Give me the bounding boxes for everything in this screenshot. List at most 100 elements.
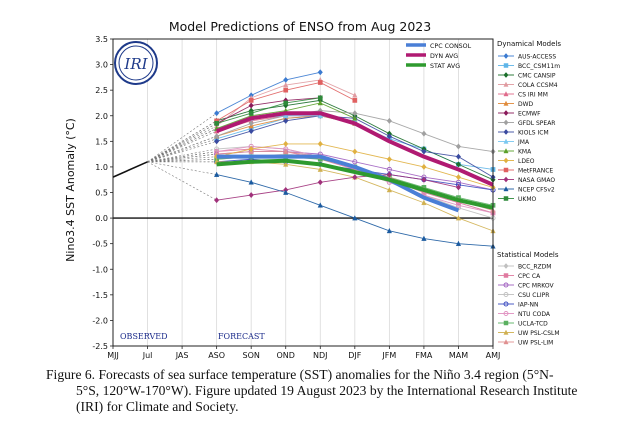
stat-legend-marker: [503, 301, 509, 307]
forecast-connector: [147, 138, 217, 163]
dyn-model-point: [352, 174, 358, 181]
dyn-legend-label: DWD: [518, 101, 534, 108]
dyn-legend-marker: [503, 157, 509, 164]
stat-legend-label: CPC CA: [518, 273, 541, 280]
logo-text: IRI: [123, 55, 148, 73]
stat-legend-marker: [503, 320, 509, 326]
dyn-legend-label: NCEP CFSv2: [518, 187, 555, 194]
stat-model-point: [386, 186, 392, 193]
y-tick-label: 1.5: [95, 137, 108, 146]
avg-legend-label: STAT AVG: [430, 63, 460, 70]
stat-model-point: [455, 202, 462, 208]
stat-model-point: [283, 161, 289, 167]
forecast-connector: [147, 120, 217, 163]
dyn-model-point: [317, 80, 323, 85]
dyn-model-point: [214, 138, 220, 145]
dyn-model-point: [455, 240, 462, 246]
dyn-legend-label: LDEO: [518, 158, 535, 165]
stat-model-point: [352, 159, 358, 165]
x-tick-label: Jul: [142, 351, 153, 360]
dyn-legend-label: CS IRI MM: [518, 92, 548, 99]
dyn-legend-marker: [503, 138, 509, 144]
dyn-legend-label: COLA CCSM4: [518, 82, 558, 89]
x-tick-label: DJF: [348, 351, 362, 360]
forecast-connector: [147, 153, 217, 163]
dyn-model-point: [455, 174, 462, 181]
y-tick-label: 3.0: [95, 61, 108, 70]
series-layer: [112, 69, 496, 249]
dyn-legend-marker: [503, 53, 509, 59]
figure-caption: Figure 6. Forecasts of sea surface tempe…: [30, 367, 590, 415]
forecast-connector: [147, 141, 217, 163]
chart-title: Model Predictions of ENSO from Aug 2023: [169, 19, 431, 34]
dyn-model-point: [283, 112, 289, 119]
dyn-model-point: [386, 227, 392, 234]
dyn-model-point: [352, 92, 358, 98]
x-tick-label: AMJ: [486, 351, 501, 360]
dyn-legend-title: Dynamical Models: [497, 40, 561, 48]
dyn-legend-label: GFDL SPEAR: [518, 120, 555, 127]
stat-model-point: [317, 166, 323, 172]
stat-model-point: [455, 215, 462, 221]
dyn-legend-marker: [503, 176, 509, 183]
dyn-model-point: [455, 143, 462, 150]
average-line: [216, 158, 494, 210]
x-tick-label: FMA: [415, 351, 433, 360]
x-tick-label: JAS: [175, 351, 189, 360]
x-tick-label: JFM: [381, 351, 396, 360]
stat-legend-marker: [503, 311, 509, 316]
stat-legend-label: CPC MRKOV: [518, 283, 554, 290]
dyn-legend-marker: [503, 148, 509, 154]
dyn-model-point: [455, 161, 462, 168]
dyn-model-point: [248, 179, 254, 185]
y-tick-label: 2.0: [95, 112, 108, 121]
dyn-legend-label: ECMWF: [518, 111, 541, 118]
forecast-connector: [147, 130, 217, 163]
dyn-model-point: [352, 148, 358, 155]
statistical-legend: Statistical Models BCC_RZDM CPC CA CPC MRKO…: [497, 251, 560, 347]
iri-logo: IRI: [114, 41, 158, 85]
dyn-legend-label: CMC CANSIP: [518, 73, 556, 80]
stat-legend-title: Statistical Models: [497, 251, 559, 259]
dyn-model-point: [248, 192, 254, 199]
dyn-model-point: [214, 121, 219, 126]
stat-model-point: [214, 146, 220, 152]
y-tick-label: -2.0: [92, 316, 108, 325]
stat-legend-label: UCLA-TCD: [518, 321, 548, 328]
y-tick-label: -1.5: [92, 291, 108, 300]
dyn-legend-marker: [503, 119, 509, 126]
dyn-model-point: [386, 156, 392, 163]
dyn-model-point: [386, 117, 392, 124]
stat-legend-label: NTU CODA: [518, 311, 551, 318]
stat-legend-marker: [503, 273, 509, 278]
y-tick-label: 2.5: [95, 86, 108, 95]
dyn-model-point: [283, 117, 289, 124]
dyn-legend-label: KMA: [518, 149, 532, 156]
dyn-model-point: [421, 148, 427, 155]
dyn-legend-marker: [503, 63, 509, 68]
dyn-model-point: [352, 115, 358, 121]
dyn-model-point: [421, 235, 427, 241]
observed-label: OBSERVED: [120, 332, 168, 341]
dyn-legend-label: JMA: [517, 139, 530, 146]
dyn-legend-label: BCC_CSM11m: [518, 63, 560, 70]
dyn-model-point: [283, 82, 289, 88]
dyn-model-point: [283, 189, 289, 195]
stat-model-point: [283, 148, 289, 154]
dyn-model-point: [386, 133, 392, 140]
dyn-legend-label: AUS-ACCESS: [518, 54, 556, 61]
y-axis-label: Nino3.4 SST Anomaly (°C): [64, 118, 77, 262]
dyn-legend-marker: [503, 110, 509, 116]
dyn-legend-marker: [503, 81, 509, 87]
dyn-model-point: [248, 145, 254, 153]
forecast-connector: [147, 158, 217, 163]
dyn-legend-label: NASA GMAO: [518, 177, 555, 184]
dyn-legend-marker: [503, 167, 509, 173]
y-tick-label: 1.0: [95, 163, 108, 172]
avg-legend-label: DYN AVG: [430, 53, 458, 60]
dyn-model-point: [317, 99, 323, 106]
average-line: [216, 154, 460, 213]
x-tick-label: MJJ: [107, 351, 119, 360]
averages-legend: CPC CONSOL DYN AVG STAT AVG: [406, 43, 472, 70]
